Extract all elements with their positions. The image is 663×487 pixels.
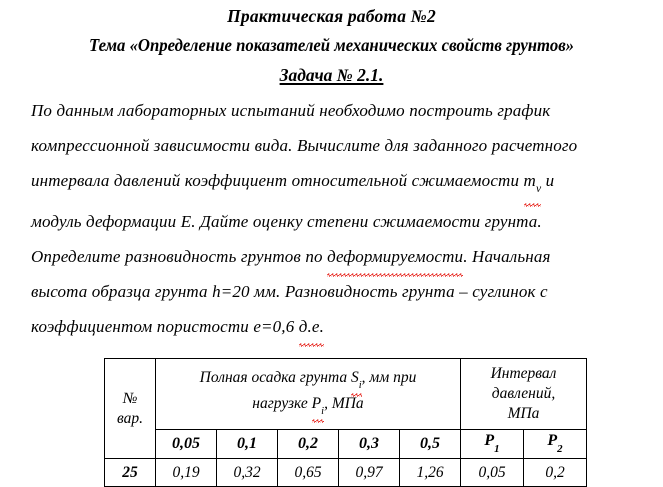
cell-settlement-2: 0,65: [277, 458, 339, 487]
P-symbol-subscript: i: [321, 406, 325, 418]
subheader-p1: P1: [460, 429, 524, 459]
header-cell-settlement: Полная осадка грунта Si, мм при нагрузке…: [155, 358, 461, 430]
S-symbol-base: S: [350, 368, 359, 386]
subheader-p2: P2: [523, 429, 587, 459]
header-settlement-line2: нагрузке Pi, МПа: [156, 394, 460, 424]
header-settlement-mid: , мм при: [361, 368, 417, 386]
header-interval-line1: Интервал: [490, 365, 557, 382]
body-line-3-tail: и: [545, 171, 555, 190]
subheader-p1-base: P: [484, 432, 495, 450]
subheader-p2-base: P: [547, 432, 558, 450]
subheader-load-4: 0,5: [399, 429, 461, 459]
subheader-load-0: 0,05: [155, 429, 217, 459]
header-interval-line3: МПа: [507, 405, 540, 422]
body-line-3: интервала давлений коэффициент относител…: [31, 163, 639, 208]
variant-data-table: № вар. Полная осадка грунта Si, мм при н…: [104, 358, 587, 487]
body-line-1-text: По данным лабораторных испытаний необход…: [31, 101, 551, 120]
header-interval-line2: давлений,: [491, 385, 556, 402]
body-line-3-text: интервала давлений коэффициент относител…: [31, 171, 520, 190]
header-settlement-load: нагрузке: [252, 395, 308, 412]
cell-settlement-1: 0,32: [216, 458, 278, 487]
task-body-text: По данным лабораторных испытаний необход…: [31, 93, 639, 348]
body-line-5: Определите разновидность грунтов по дефо…: [31, 239, 639, 278]
subheader-p2-subscript: 2: [557, 442, 563, 455]
cell-p1-value: 0,05: [460, 458, 524, 487]
body-line-6: высота образца грунта h=20 мм. Разновидн…: [31, 274, 639, 309]
S-i-symbol: Si: [350, 368, 362, 398]
deformiruemosti-misspelled-word: деформируемости: [327, 239, 464, 278]
document-heading-block: Практическая работа №2 Тема «Определение…: [0, 4, 663, 85]
subheader-load-2: 0,2: [277, 429, 339, 459]
task-heading-label: Задача № 2.1.: [279, 65, 384, 85]
table-subheader-row: 0,05 0,1 0,2 0,3 0,5 P1 P2: [105, 429, 587, 459]
body-line-2: компрессионной зависимости вида. Вычисли…: [31, 128, 639, 163]
P-symbol-base: P: [311, 395, 322, 412]
cell-variant-number: 25: [104, 458, 156, 487]
cell-p2-value: 0,2: [523, 458, 587, 487]
de-units-misspelled-word: д.е.: [298, 309, 325, 348]
P-i-symbol: Pi: [311, 394, 325, 424]
subheader-load-1: 0,1: [216, 429, 278, 459]
header-variant-line1: №: [122, 389, 138, 407]
cell-settlement-0: 0,19: [155, 458, 217, 487]
body-line-5-tail: . Начальная: [463, 247, 551, 267]
header-settlement-post: , МПа: [324, 395, 364, 412]
subheader-p1-subscript: 1: [494, 442, 500, 455]
body-line-7-text: коэффициентом пористости е=0,6: [31, 317, 295, 337]
table-row: 25 0,19 0,32 0,65 0,97 1,26 0,05 0,2: [104, 458, 587, 487]
header-variant-line2: вар.: [117, 409, 143, 427]
cell-settlement-4: 1,26: [399, 458, 461, 487]
body-line-1: По данным лабораторных испытаний необход…: [31, 93, 639, 128]
header-cell-pressure-interval: Интервал давлений, МПа: [460, 358, 587, 430]
body-line-7: коэффициентом пористости е=0,6 д.е.: [31, 309, 639, 348]
page-title: Практическая работа №2: [227, 6, 436, 26]
cell-settlement-3: 0,97: [338, 458, 400, 487]
task-heading: Задача № 2.1.: [0, 54, 663, 85]
variant-data-table-wrapper: № вар. Полная осадка грунта Si, мм при н…: [104, 358, 587, 487]
header-cell-variant-number: № вар.: [104, 358, 156, 459]
body-line-6-text: высота образца грунта h=20 мм. Разновидн…: [31, 282, 548, 302]
header-settlement-pre: Полная осадка грунта: [199, 368, 348, 386]
body-line-2-text: компрессионной зависимости вида. Вычисли…: [31, 136, 578, 155]
de-units-text: д.е.: [298, 317, 325, 337]
subheader-load-3: 0,3: [338, 429, 400, 459]
deformiruemosti-text: деформируемости: [327, 247, 464, 267]
m-v-symbol: mv: [523, 163, 542, 208]
document-subtitle: Тема «Определение показателей механическ…: [88, 34, 575, 55]
body-line-4-text: модуль деформации Е. Дайте оценку степен…: [31, 212, 542, 232]
m-symbol-subscript: v: [535, 182, 542, 196]
S-symbol-subscript: i: [358, 380, 362, 391]
body-line-5-text: Определите разновидность грунтов по: [31, 247, 323, 267]
table-header-row: № вар. Полная осадка грунта Si, мм при н…: [104, 358, 587, 459]
header-settlement-line1: Полная осадка грунта Si, мм при: [156, 368, 460, 398]
m-symbol-base: m: [523, 171, 536, 190]
body-line-4: модуль деформации Е. Дайте оценку степен…: [31, 204, 639, 239]
